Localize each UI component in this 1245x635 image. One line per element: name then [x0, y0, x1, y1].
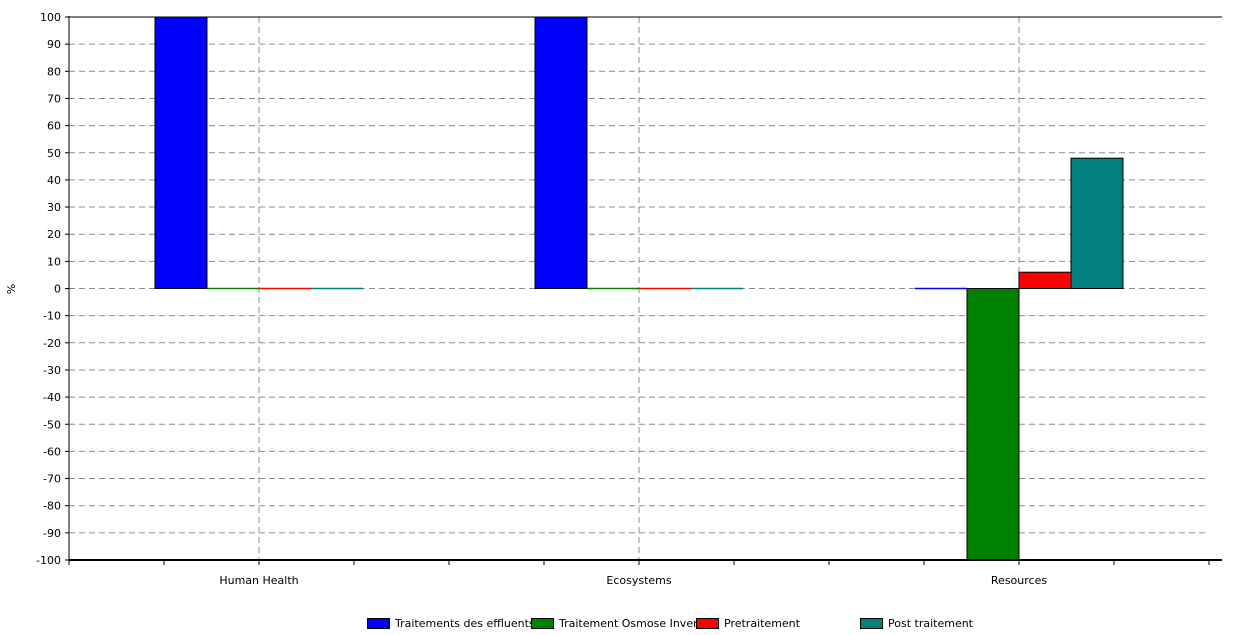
bar-2-2 [1018, 271, 1072, 289]
legend-item: Traitement Osmose Inverse [531, 617, 710, 630]
legend-label: Traitement Osmose Inverse [559, 617, 711, 630]
category-label: Human Health [219, 574, 298, 587]
bar-2-1 [966, 288, 1020, 561]
y-tick-label: -20 [43, 337, 61, 350]
y-tick-label: -60 [43, 445, 61, 458]
y-tick-label: 70 [47, 92, 61, 105]
y-tick-label: -90 [43, 527, 61, 540]
bar-2-3 [1070, 157, 1124, 289]
bars [154, 16, 1124, 561]
y-tick-label: 0 [54, 283, 61, 296]
legend-item: Traitements des effluents2 [367, 617, 542, 630]
y-tick-label: 80 [47, 65, 61, 78]
y-tick-label: 60 [47, 120, 61, 133]
bar-0-0 [154, 16, 208, 289]
y-axis-label: % [5, 284, 18, 294]
legend-swatch [367, 618, 390, 629]
legend-swatch [696, 618, 719, 629]
y-tick-label: 10 [47, 255, 61, 268]
y-tick-label: 20 [47, 228, 61, 241]
legend-swatch [860, 618, 883, 629]
legend-label: Post traitement [888, 617, 973, 630]
category-label: Ecosystems [606, 574, 671, 587]
y-tick-label: 50 [47, 147, 61, 160]
y-tick-label: -40 [43, 391, 61, 404]
y-tick-label: -10 [43, 310, 61, 323]
legend-item: Pretraitement [696, 617, 800, 630]
y-tick-label: 100 [40, 11, 61, 24]
legend-label: Pretraitement [724, 617, 800, 630]
legend-label: Traitements des effluents2 [395, 617, 542, 630]
y-tick-label: -100 [36, 554, 61, 567]
legend-swatch [531, 618, 554, 629]
axes: 1009080706050403020100-10-20-30-40-50-60… [36, 11, 1222, 587]
bar-1-0 [534, 16, 588, 289]
legend: Traitements des effluents2 Traitement Osm… [0, 617, 1245, 635]
y-tick-label: -80 [43, 500, 61, 513]
category-label: Resources [991, 574, 1047, 587]
y-tick-label: 90 [47, 38, 61, 51]
y-tick-label: -70 [43, 473, 61, 486]
legend-item: Post traitement [860, 617, 973, 630]
y-tick-label: 30 [47, 201, 61, 214]
bar-chart: 1009080706050403020100-10-20-30-40-50-60… [5, 11, 1222, 587]
y-tick-label: 40 [47, 174, 61, 187]
y-tick-label: -30 [43, 364, 61, 377]
y-tick-label: -50 [43, 418, 61, 431]
